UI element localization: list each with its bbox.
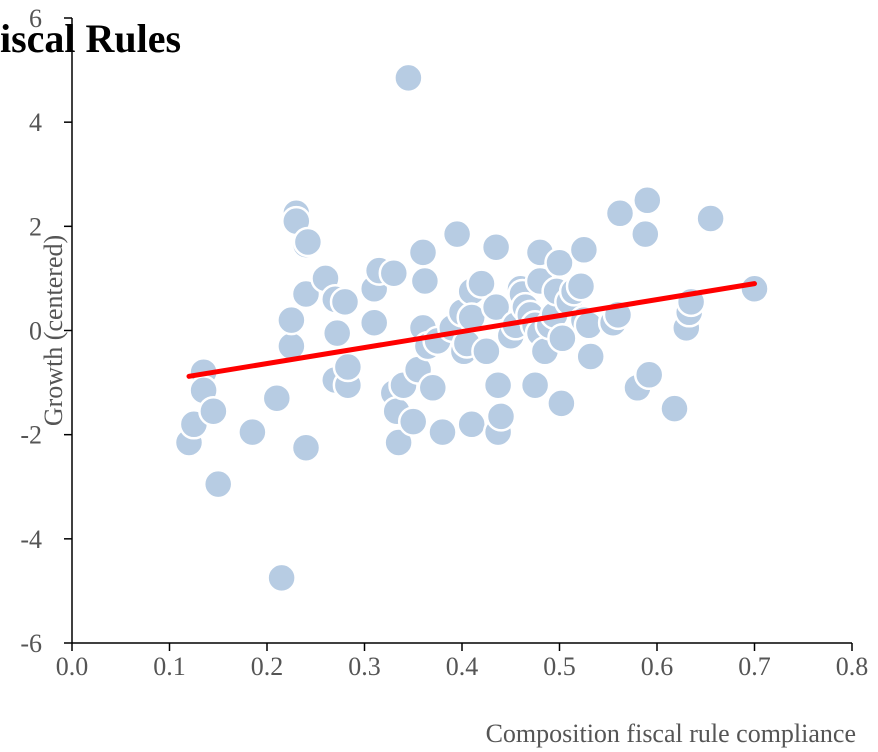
x-tick-label: 0.5 [543,652,576,681]
data-point [198,395,229,427]
data-point [471,336,502,367]
data-point [466,268,497,299]
y-tick-label: -2 [20,421,42,450]
data-point [261,382,293,414]
data-point [266,562,297,594]
data-point [383,427,414,458]
scatter-points [173,62,770,594]
data-point [321,317,353,349]
data-point [358,307,390,338]
y-tick-label: 2 [29,212,42,241]
data-point [237,416,268,448]
trend-line-group [186,281,757,379]
data-point [659,393,690,424]
data-point [276,304,307,336]
data-point [633,359,665,391]
data-point [456,409,487,440]
data-point [397,406,429,437]
data-point [604,198,636,229]
x-tick-label: 0.3 [348,652,381,681]
data-point [482,369,514,401]
x-axis-title: Composition fiscal rule compliance [486,719,856,748]
data-point [417,372,449,404]
data-point [441,218,473,250]
y-tick-label: -4 [20,525,42,554]
data-point [544,247,575,279]
data-point [632,185,663,216]
chart-title: iscal Rules [0,16,181,61]
data-point [393,62,424,94]
y-tick-label: -6 [20,629,42,658]
data-point [519,369,551,401]
x-tick-label: 0.1 [153,652,186,681]
data-point [565,270,597,302]
data-point [290,432,322,463]
data-point [547,323,578,354]
data-point [409,265,441,297]
data-point [695,203,726,234]
data-point [407,237,439,268]
data-point [329,286,361,318]
x-tick-label: 0.0 [56,652,89,681]
y-axis-title: Growth (centered) [39,235,68,426]
data-point [427,416,458,448]
x-tick-label: 0.4 [446,652,479,681]
data-point [480,231,512,263]
data-point [480,291,512,323]
trend-line [186,281,757,379]
data-point [485,401,517,432]
axes [64,17,853,651]
data-point [739,273,770,305]
data-point [568,234,600,266]
data-point [202,468,234,500]
x-tick-label: 0.6 [641,652,674,681]
y-tick-label: 4 [29,108,42,137]
data-point [332,351,364,383]
data-point [546,388,577,419]
x-tick-label: 0.8 [836,652,869,681]
data-point [378,257,410,289]
tick-labels: 6 4 2 0 -2 -4 -6 0.0 0.1 0.2 0.3 0.4 0.5 0.6 0.7 0.8 [20,4,868,681]
data-point [630,218,661,250]
x-tick-label: 0.2 [251,652,284,681]
x-tick-label: 0.7 [738,652,771,681]
y-tick-label: 0 [29,317,42,346]
y-tick-label: 6 [29,4,42,33]
data-point [575,341,606,372]
data-point [292,226,324,258]
